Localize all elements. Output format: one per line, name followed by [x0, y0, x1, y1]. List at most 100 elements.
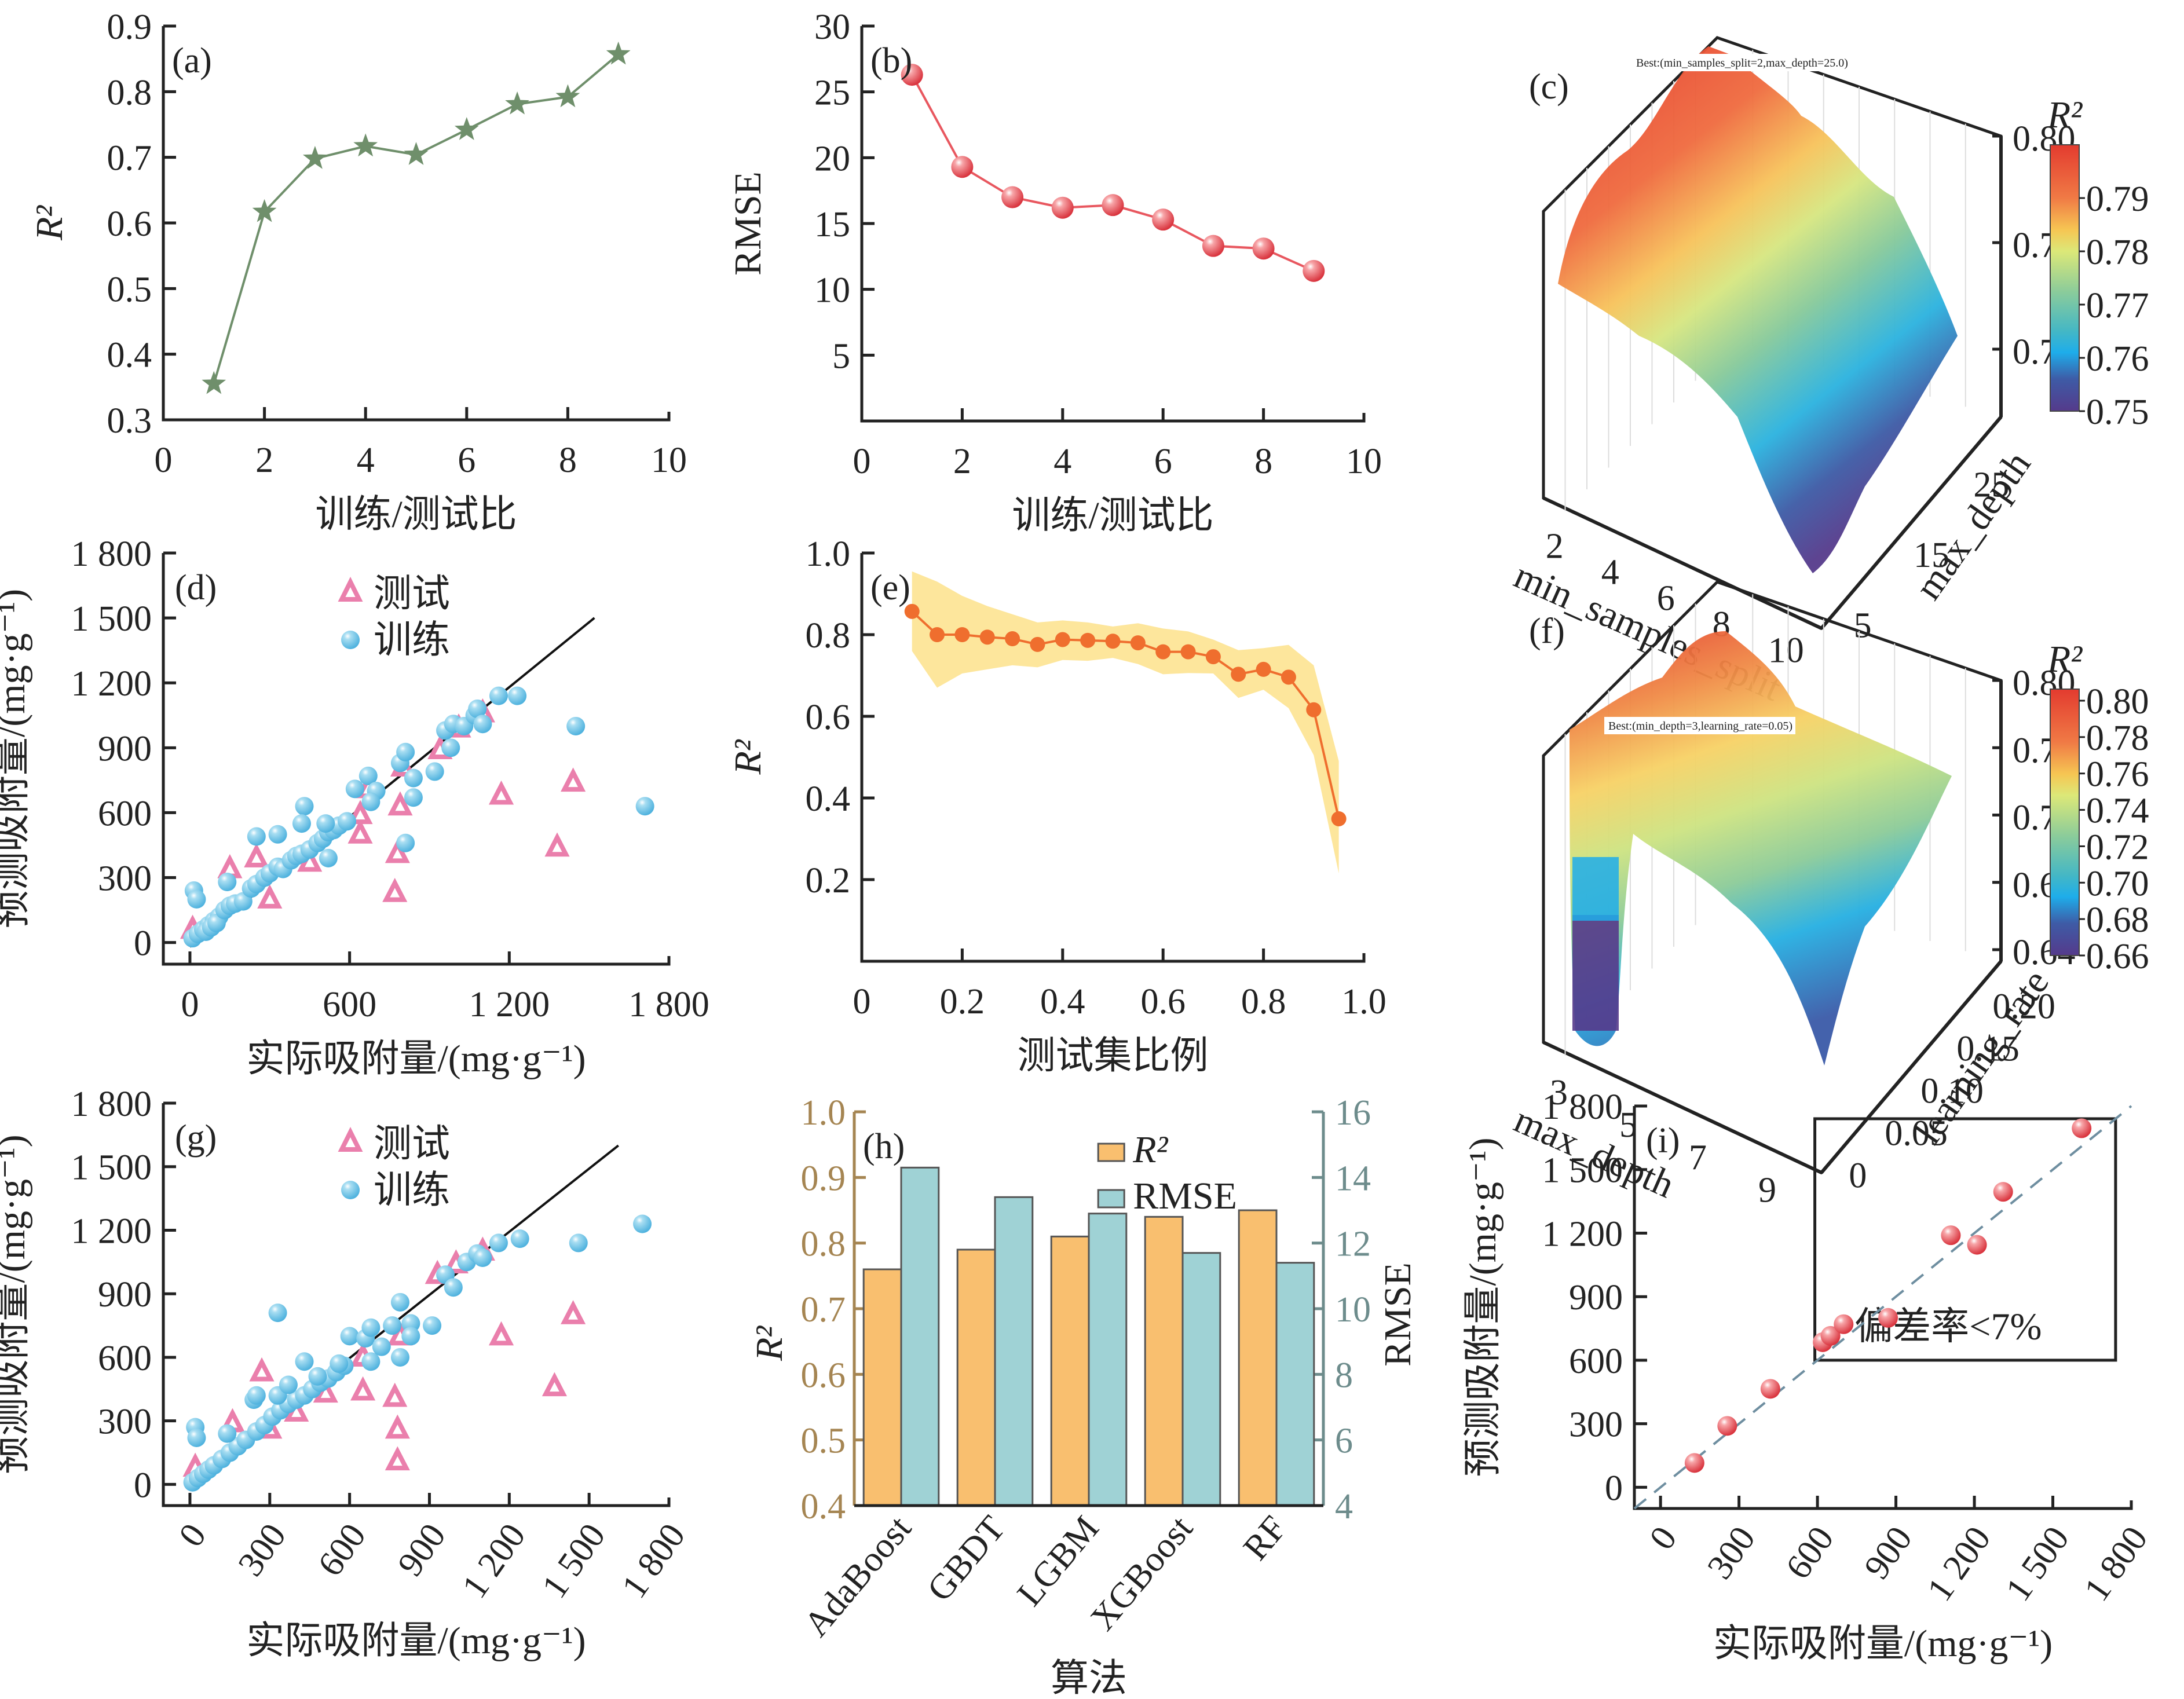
train-point — [358, 766, 378, 785]
bar-rmse — [1275, 1262, 1315, 1507]
left-tick-label: 0.8 — [801, 1225, 846, 1264]
y-tick-label: 25 — [814, 74, 850, 113]
prediction-point — [1717, 1416, 1737, 1436]
y-tick-label: 20 — [814, 139, 850, 178]
data-point — [1030, 636, 1045, 652]
colorbar-title: R² — [2047, 638, 2083, 680]
y-tick-label: 600 — [98, 1339, 152, 1378]
y-tick-label: 0.5 — [107, 270, 152, 309]
test-point — [385, 1446, 410, 1471]
test-point — [347, 819, 373, 844]
x-axis-label: 算法 — [1051, 1657, 1127, 1699]
x-tick-label: 1 200 — [469, 985, 550, 1024]
category-label: LGBM — [1009, 1508, 1106, 1613]
y-tick-label: 300 — [98, 859, 152, 899]
confidence-band — [912, 571, 1339, 874]
category-label: GBDT — [920, 1508, 1013, 1609]
data-point — [951, 156, 974, 178]
x-tick-label: 600 — [310, 1517, 374, 1583]
data-point — [1281, 669, 1296, 685]
data-point — [1105, 634, 1121, 649]
train-point — [340, 1327, 359, 1346]
category-label: XGBoost — [1083, 1508, 1201, 1638]
y-tick-label: 1 200 — [71, 664, 152, 704]
x-tick-label: 1 500 — [535, 1517, 613, 1605]
inset-box — [1813, 1117, 2117, 1362]
legend-rmse-label: RMSE — [1133, 1175, 1237, 1217]
x-tick-label: 0 — [853, 982, 871, 1021]
y-axis-label: learning_rate — [1907, 962, 2057, 1152]
colorbar-tick-label: 0.78 — [2086, 719, 2149, 758]
prediction-point — [1820, 1325, 1841, 1346]
chart-e: 0.2 0.4 0.6 0.8 1.0 0 0.2 0.4 0.6 0.8 1.0 (e) 测试集比例 R… — [727, 534, 1387, 1077]
category-label: AdaBoost — [796, 1508, 919, 1644]
x-tick-label: 0 — [181, 985, 199, 1024]
annotation-bg — [1632, 54, 1835, 71]
x-axis-label: 实际吸附量/(mg·g⁻¹) — [1713, 1623, 2053, 1665]
data-point — [904, 603, 920, 619]
surface-mid-region — [1572, 857, 1619, 921]
data-point — [954, 627, 970, 642]
y-tick-label: 0 — [1849, 1156, 1867, 1195]
train-point — [444, 1278, 463, 1297]
x-tick-label: 3 — [1550, 1073, 1568, 1112]
x-axis-label: 实际吸附量/(mg·g⁻¹) — [246, 1038, 586, 1080]
x-tick-label: 0.4 — [1040, 982, 1085, 1021]
colorbar-tick-label: 0.68 — [2086, 900, 2149, 940]
left-tick-label: 0.5 — [801, 1422, 846, 1461]
right-tick-label: 10 — [1335, 1290, 1371, 1330]
data-point — [1152, 208, 1175, 231]
chart-d: 0 300 600 900 1 200 1 500 1 800 0 600 1 200 1 800 测… — [0, 534, 709, 1080]
legend-test-label: 测试 — [374, 573, 450, 615]
legend-train-marker — [341, 631, 360, 649]
colorbar-tick-label: 0.66 — [2086, 937, 2149, 976]
panel-label: (i) — [1646, 1121, 1680, 1160]
x-tick-label: 1 200 — [455, 1517, 533, 1605]
data-point-star — [252, 199, 277, 222]
x-tick-label: 1 800 — [2077, 1519, 2156, 1608]
x-tick-label: 0 — [853, 442, 871, 481]
x-axis — [1542, 496, 1823, 630]
data-point-star — [302, 145, 327, 169]
y-tick-label: 30 — [814, 8, 850, 47]
test-point — [244, 843, 269, 867]
y-axis-label: R² — [28, 205, 71, 241]
x-tick-label: 9 — [1758, 1171, 1776, 1210]
train-point — [383, 1316, 402, 1335]
legend-test-marker — [338, 577, 363, 602]
y-tick-label: 0.10 — [1920, 1071, 1984, 1111]
train-point — [423, 1316, 442, 1335]
data-point-star — [454, 117, 479, 140]
y-tick-label: 10 — [814, 271, 850, 310]
data-point-star — [606, 41, 631, 65]
best-annotation: Best:(min_samples_split=2,max_depth=25.0… — [1636, 57, 1848, 69]
colorbar-tick-label: 0.76 — [2086, 755, 2149, 794]
data-point-star — [202, 371, 226, 394]
x-axis-label: 训练/测试比 — [315, 493, 517, 536]
y-tick-label: 1 800 — [1542, 1087, 1623, 1127]
x-axis-label: 实际吸附量/(mg·g⁻¹) — [246, 1620, 586, 1662]
right-tick-label: 14 — [1335, 1159, 1371, 1198]
y-tick-label: 0.6 — [806, 698, 851, 737]
train-point — [268, 825, 287, 844]
colorbar-tick-label: 0.78 — [2086, 233, 2149, 272]
train-point — [308, 1367, 327, 1386]
x-axis-label: 测试集比例 — [1018, 1035, 1209, 1077]
y-tick-label: 1 200 — [1542, 1214, 1623, 1254]
y-tick-label: 1 500 — [71, 599, 152, 639]
legend-train-marker — [341, 1181, 360, 1199]
bar-rmse — [900, 1166, 940, 1507]
legend-test-marker — [338, 1127, 363, 1152]
train-point — [330, 1354, 349, 1373]
panel-label: (c) — [1529, 67, 1569, 107]
bar-r2 — [1050, 1235, 1090, 1507]
axis-frame — [1633, 1106, 2133, 1510]
train-point — [508, 686, 527, 705]
train-point — [404, 788, 423, 807]
y-tick-label: 1 800 — [71, 534, 152, 574]
train-point — [396, 742, 415, 761]
test-point — [350, 1376, 376, 1401]
y-tick-label: 0 — [134, 924, 152, 964]
legend-r2-label: R² — [1132, 1129, 1168, 1171]
